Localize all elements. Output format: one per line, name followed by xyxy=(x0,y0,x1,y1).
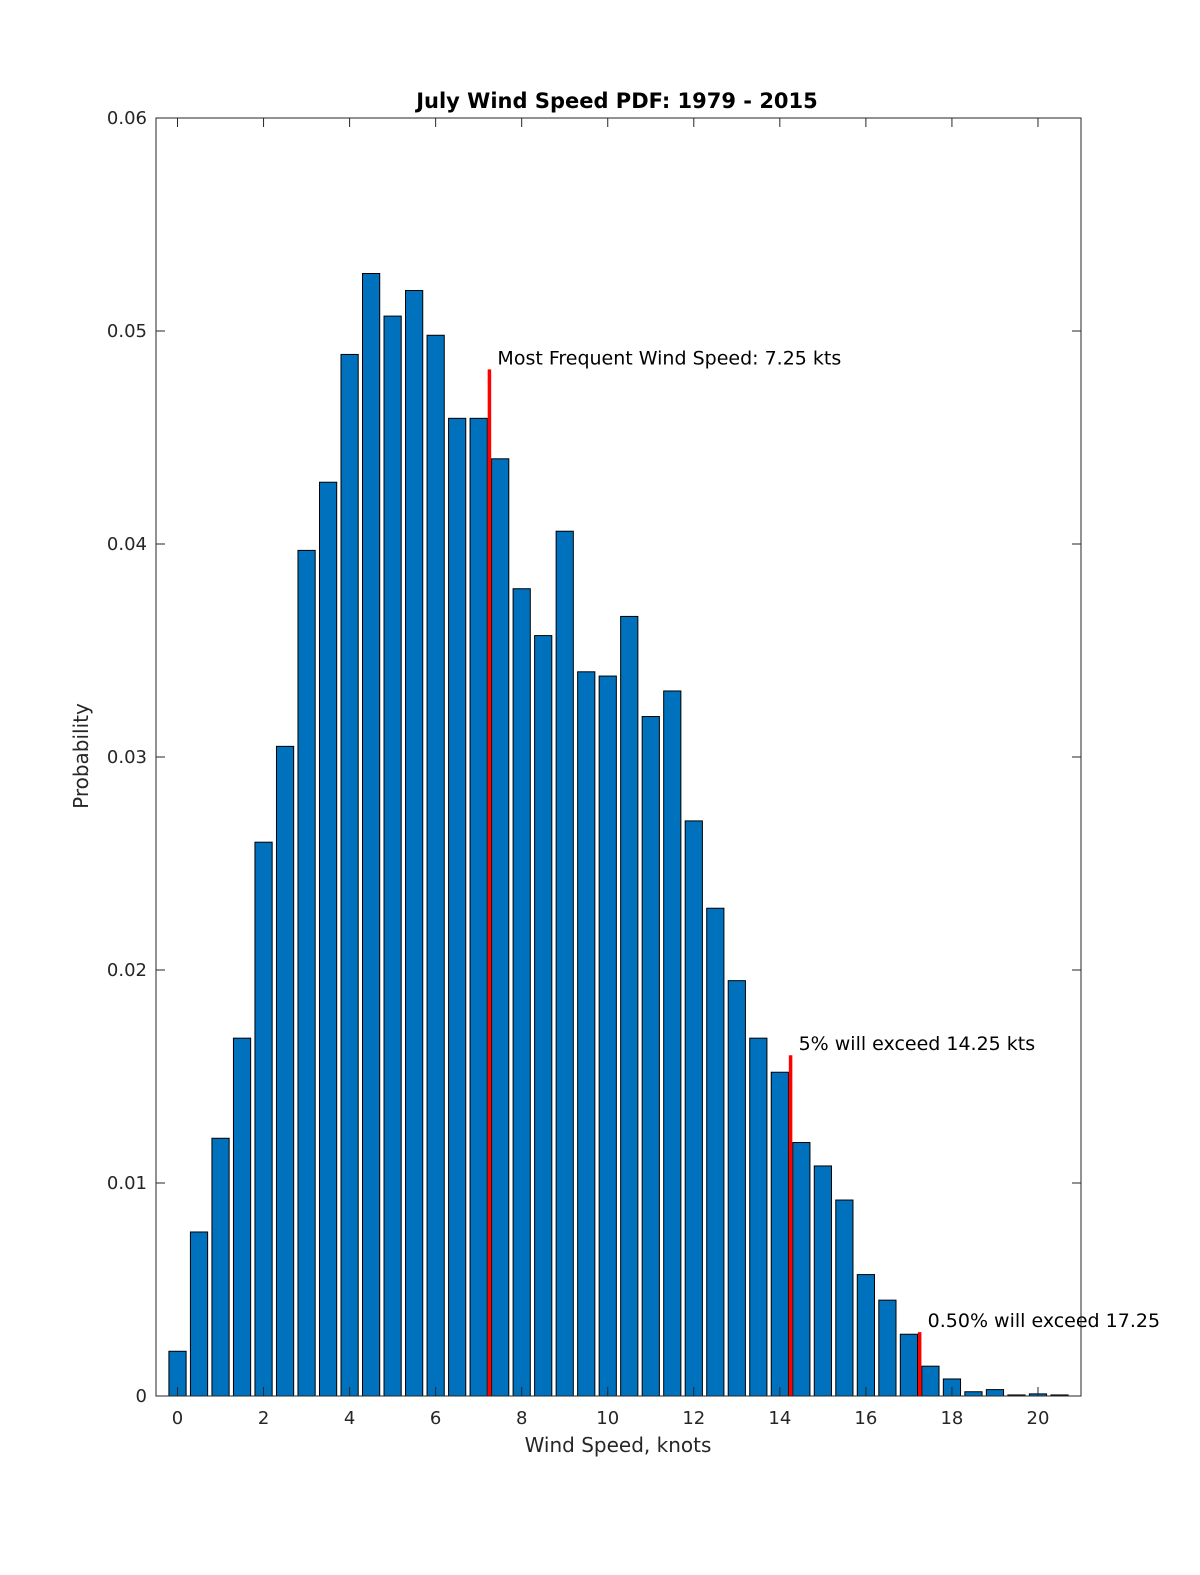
bar-7 xyxy=(318,481,338,1397)
bar-20 xyxy=(598,675,617,1397)
bar-21 xyxy=(620,615,639,1397)
x-tick-label-1: 2 xyxy=(258,1408,269,1429)
bars-group xyxy=(168,272,1069,1397)
x-tick-label-7: 14 xyxy=(768,1408,791,1429)
x-tick-label-4: 8 xyxy=(516,1408,527,1429)
bar-30 xyxy=(813,1165,832,1397)
y-tick-label-6: 0.06 xyxy=(107,108,147,129)
bar-6 xyxy=(297,549,316,1397)
bar-9 xyxy=(362,272,381,1397)
x-axis-label: Wind Speed, knots xyxy=(525,1433,712,1457)
y-tick-label-5: 0.05 xyxy=(107,321,147,342)
bar-34 xyxy=(899,1333,919,1397)
x-tick-label-6: 12 xyxy=(682,1408,705,1429)
y-tick-label-0: 0 xyxy=(136,1386,147,1407)
bar-1 xyxy=(189,1231,209,1397)
bar-16 xyxy=(512,588,531,1397)
bar-23 xyxy=(663,690,682,1397)
x-tick-label-10: 20 xyxy=(1027,1408,1050,1429)
bar-27 xyxy=(749,1037,768,1397)
bar-4 xyxy=(254,841,273,1397)
markers-group: Most Frequent Wind Speed: 7.25 kts 5% wil… xyxy=(487,347,1160,1396)
x-tick-label-3: 6 xyxy=(430,1408,441,1429)
bar-11 xyxy=(405,290,424,1397)
bar-12 xyxy=(426,334,445,1397)
y-tick-label-3: 0.03 xyxy=(107,747,147,768)
y-tick-label-1: 0.01 xyxy=(107,1173,147,1194)
bar-26 xyxy=(727,980,746,1397)
marker-label-2: 0.50% will exceed 17.25 xyxy=(928,1310,1160,1332)
y-tick-label-4: 0.04 xyxy=(107,534,147,555)
bar-3 xyxy=(232,1037,252,1397)
bar-5 xyxy=(275,745,295,1397)
bar-38 xyxy=(985,1389,1005,1397)
bar-19 xyxy=(577,671,596,1397)
axes-group: 0 2 4 6 8 10 12 14 16 18 20 0 0.01 0.02 0.03 0.04 0.05 0.… xyxy=(107,108,1082,1429)
bar-18 xyxy=(555,530,574,1397)
x-tick-label-2: 4 xyxy=(344,1408,355,1429)
bar-25 xyxy=(706,907,725,1397)
bar-8 xyxy=(340,353,359,1397)
bar-24 xyxy=(684,820,703,1397)
y-axis-label: Probability xyxy=(69,703,93,809)
bar-31 xyxy=(835,1199,854,1397)
bar-15 xyxy=(491,458,510,1397)
marker-label-0: Most Frequent Wind Speed: 7.25 kts xyxy=(497,347,841,369)
y-tick-label-2: 0.02 xyxy=(107,960,147,981)
bar-14 xyxy=(469,417,488,1397)
marker-label-1: 5% will exceed 14.25 kts xyxy=(799,1033,1036,1055)
bar-29 xyxy=(792,1142,811,1397)
bar-10 xyxy=(383,315,402,1397)
chart-title: July Wind Speed PDF: 1979 - 2015 xyxy=(414,89,818,113)
bar-32 xyxy=(856,1274,875,1397)
bar-35 xyxy=(921,1365,940,1397)
x-tick-label-5: 10 xyxy=(596,1408,619,1429)
bar-37 xyxy=(964,1391,983,1397)
x-tick-label-9: 18 xyxy=(940,1408,963,1429)
x-tick-label-8: 16 xyxy=(854,1408,877,1429)
x-tick-label-0: 0 xyxy=(172,1408,183,1429)
bar-33 xyxy=(878,1299,897,1397)
bar-13 xyxy=(448,417,467,1397)
bar-17 xyxy=(534,635,553,1397)
bar-2 xyxy=(211,1137,230,1397)
bar-22 xyxy=(641,716,660,1397)
bar-28 xyxy=(770,1071,789,1397)
